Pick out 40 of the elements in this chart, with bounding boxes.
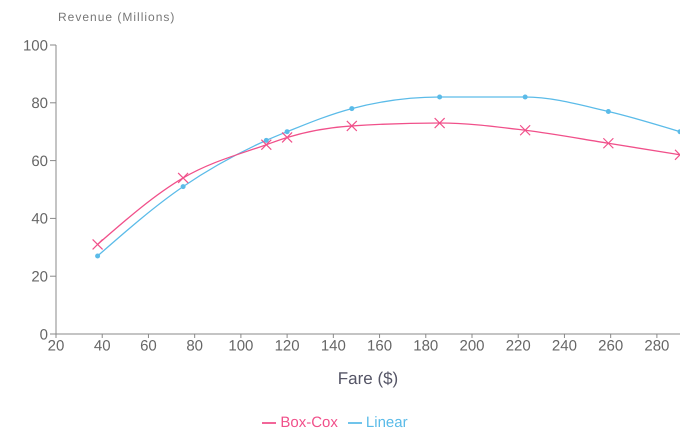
y-tick-label: 20 [31,268,48,286]
x-tick-label: 180 [413,338,438,355]
x-axis-title: Fare ($) [338,369,398,388]
point [284,129,290,134]
x-tick-label: 120 [274,338,300,355]
point [349,106,354,112]
point [178,172,189,184]
x-tick-label: 260 [598,338,624,355]
point [522,94,528,100]
point [346,120,358,132]
x-tick-label: 240 [552,338,577,355]
x-tick-label: 40 [94,338,111,355]
point [520,124,531,136]
legend-label: Linear [366,414,408,431]
y-tick-label: 60 [31,152,48,170]
point [282,132,293,144]
x-tick-label: 80 [186,338,204,355]
point [606,108,611,114]
y-tick-label: 80 [31,95,48,112]
y-tick-label: 40 [31,210,48,228]
point [437,94,442,100]
x-tick-label: 100 [228,338,254,355]
x-tick-label: 140 [320,338,346,355]
y-tick-label: 0 [40,326,48,344]
y-axis-title: Revenue (Millions) [58,10,176,24]
x-tick-label: 20 [48,338,64,355]
x-tick-label: 200 [459,338,485,355]
point [434,117,446,129]
x-tick-label: 160 [367,338,392,355]
point [180,184,186,190]
point [602,138,614,149]
y-tick-label: 100 [22,37,48,54]
x-tick-label: 280 [644,338,670,355]
point [92,238,104,250]
point [95,253,100,258]
point [264,138,269,143]
x-tick-label: 220 [506,338,531,355]
point [260,139,272,150]
x-tick-label: 60 [140,338,157,355]
legend-label: Box-Cox [280,414,338,431]
